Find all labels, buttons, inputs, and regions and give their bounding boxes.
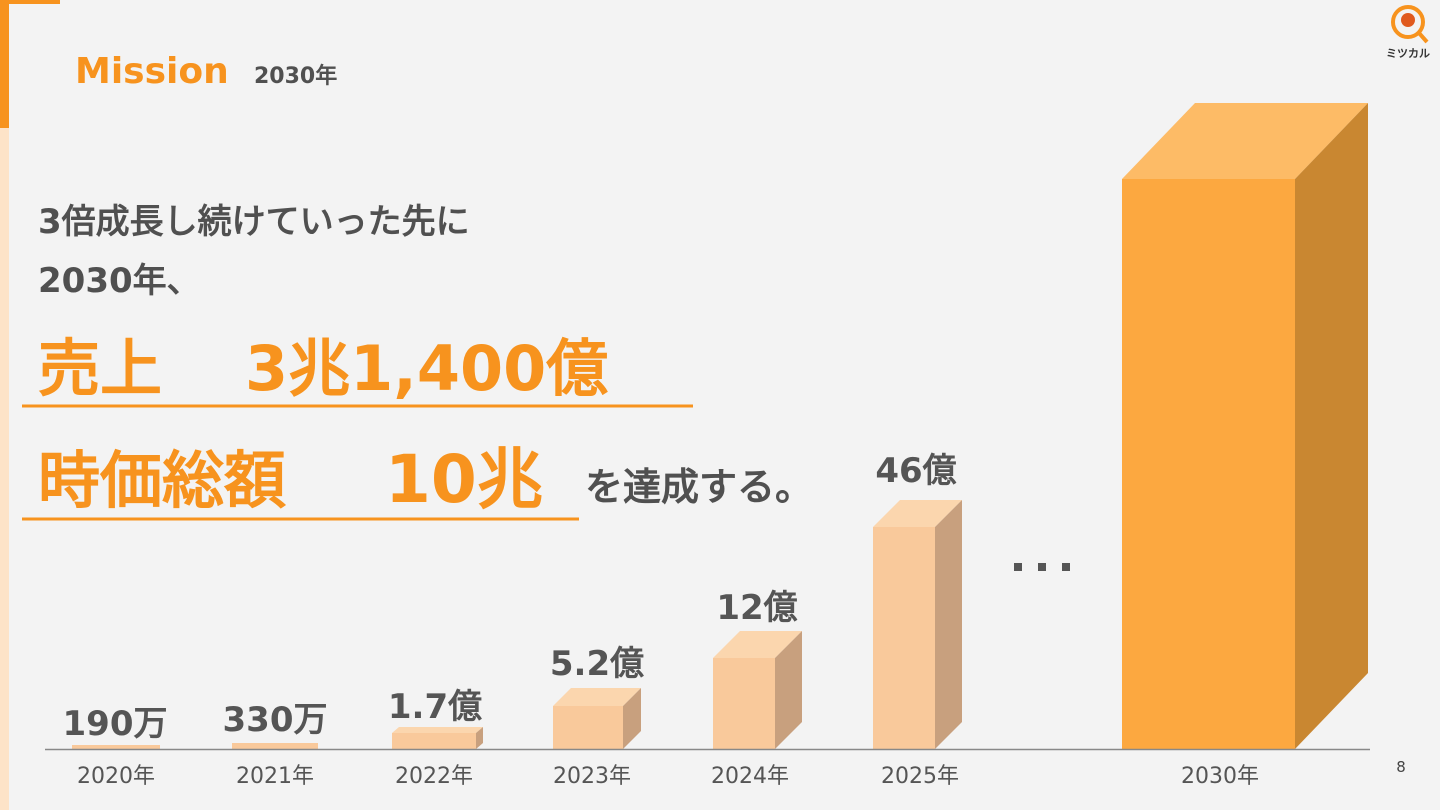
- bar-side: [476, 727, 483, 749]
- year-label: 2024年: [711, 764, 789, 789]
- year-label: 2020年: [77, 764, 155, 789]
- year-label: 2023年: [553, 764, 631, 789]
- bars: [72, 103, 1368, 749]
- body-line: 2030年、: [38, 261, 201, 301]
- bar-front: [232, 743, 318, 749]
- bar-label: 330万: [223, 700, 328, 740]
- bar-front: [392, 733, 476, 749]
- bar-label: 1.7億: [388, 687, 482, 727]
- bar-front: [873, 527, 935, 749]
- year-label: 2022年: [395, 764, 473, 789]
- bar-side: [935, 500, 962, 749]
- logo: ミツカル: [1386, 5, 1430, 60]
- bar-side: [775, 631, 802, 749]
- bar-top: [713, 631, 802, 658]
- bar-top: [873, 500, 962, 527]
- market-cap-label: 時価総額: [38, 444, 286, 517]
- bar-top: [553, 688, 641, 706]
- bar-label: 46億: [875, 451, 956, 491]
- accent-line: [0, 0, 60, 4]
- body-line: 3倍成長し続けていった先に: [38, 202, 470, 242]
- bar-side: [623, 688, 641, 749]
- logo-ring: [1391, 5, 1425, 39]
- bar-front: [713, 658, 775, 749]
- accent-bar: [0, 0, 9, 128]
- bar-side: [1295, 103, 1368, 749]
- suffix: を達成する。: [585, 465, 813, 509]
- market-cap-value: 10兆: [385, 441, 543, 518]
- bar-front: [1122, 179, 1295, 749]
- title: Mission: [75, 51, 229, 92]
- year-label: 2021年: [236, 764, 314, 789]
- bar-top: [392, 727, 483, 733]
- subtitle: 2030年: [254, 63, 337, 89]
- bar-label: 12億: [716, 588, 797, 628]
- bar-top: [1122, 103, 1368, 179]
- sales-label: 売上: [38, 332, 162, 405]
- bar-label: 190万: [63, 704, 168, 744]
- page-number: 8: [1396, 758, 1406, 776]
- bar-front: [553, 706, 623, 749]
- dot: [1062, 563, 1070, 571]
- dot: [1038, 563, 1046, 571]
- accent-bar-light: [0, 128, 9, 810]
- sales-value: 3兆1,400億: [245, 332, 608, 405]
- year-label: 2025年: [881, 764, 959, 789]
- year-label: 2030年: [1181, 764, 1259, 789]
- bar-label: 5.2億: [550, 644, 644, 684]
- dot: [1014, 563, 1022, 571]
- logo-dot: [1401, 13, 1415, 27]
- bar-front: [72, 745, 160, 749]
- logo-handle: [1417, 31, 1429, 44]
- logo-text: ミツカル: [1386, 47, 1430, 60]
- ellipsis: [1014, 563, 1070, 571]
